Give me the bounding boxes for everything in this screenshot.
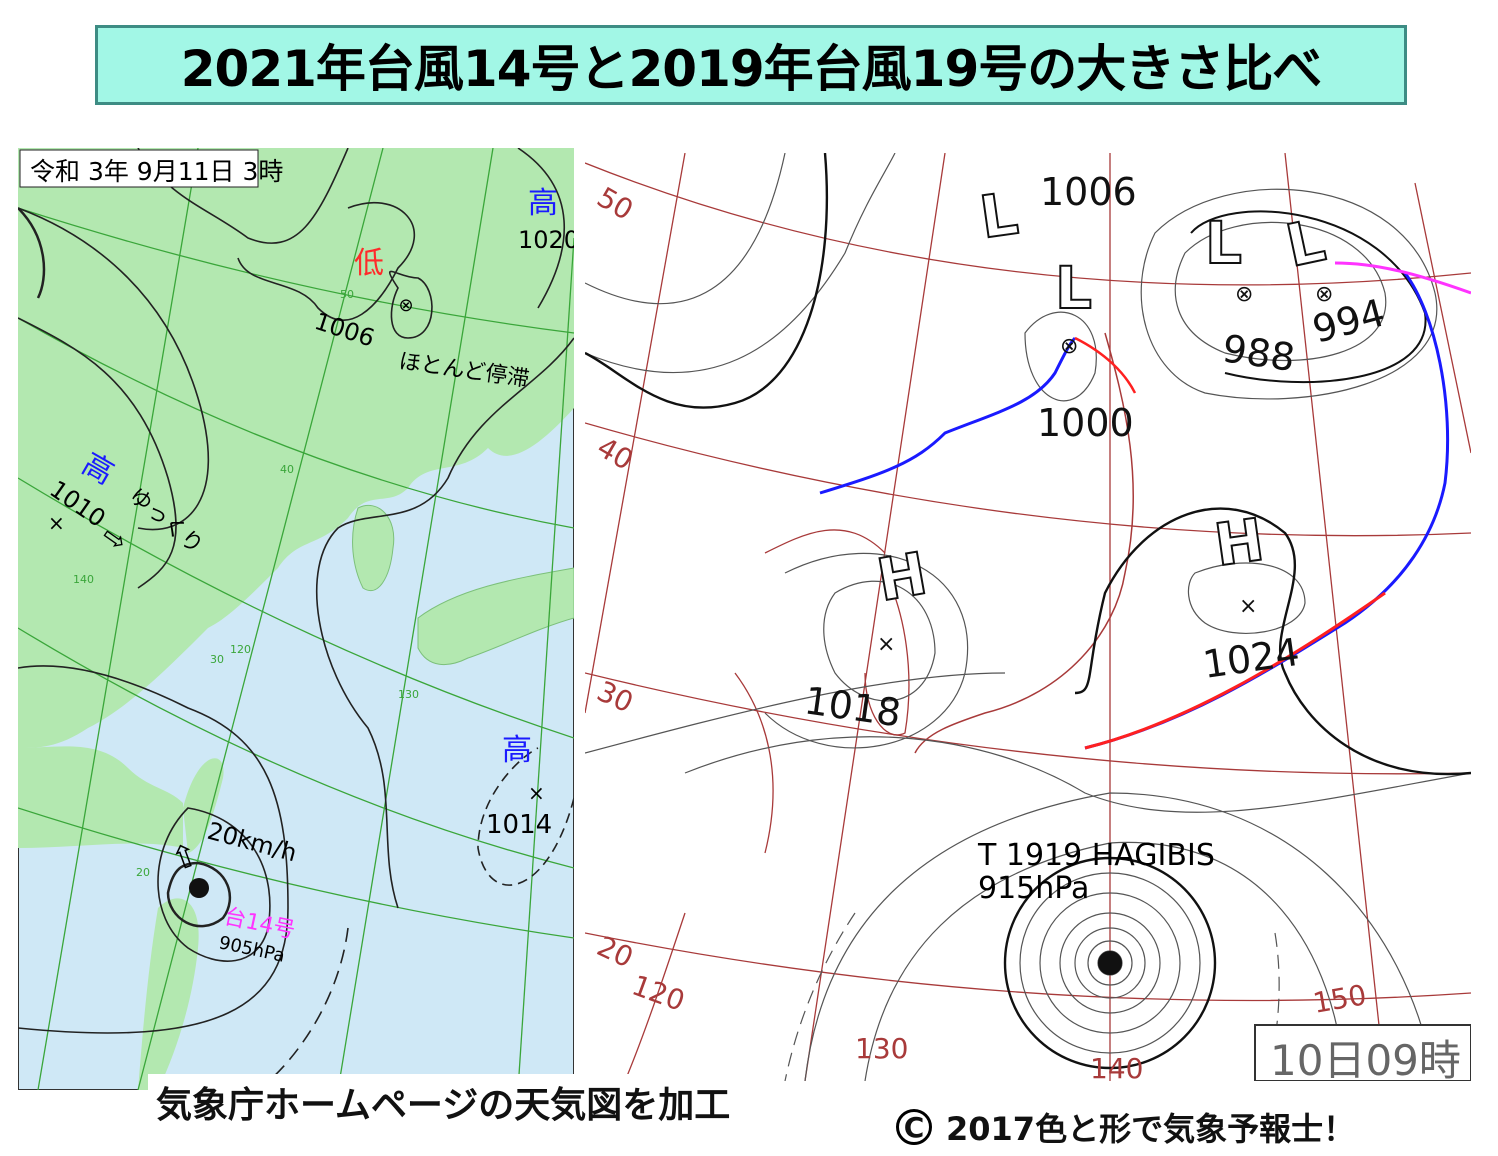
high-e-pressure: 1014 — [486, 810, 552, 840]
typhoon-pressure: 915hPa — [978, 871, 1089, 906]
copyright-icon: C — [896, 1109, 932, 1145]
time-label-box — [1254, 1024, 1471, 1081]
source-caption: 気象庁ホームページの天気図を加工 — [148, 1074, 739, 1130]
typhoon-center-icon — [189, 878, 209, 898]
page-title: 2021年台風14号と2019年台風19号の大きさ比べ — [95, 25, 1407, 105]
grid-labels: 50 40 30 20 120 130 140 — [73, 288, 419, 879]
date-label: 令和 3年 9月11日 3時 — [30, 157, 283, 186]
high-symbol: H — [1210, 505, 1268, 579]
svg-text:⊗: ⊗ — [1060, 334, 1078, 359]
pressure-center-icons: ⊗ ⊗ ⊗ × × — [877, 282, 1333, 657]
low-symbol: L — [1055, 254, 1092, 322]
svg-text:140: 140 — [1090, 1052, 1143, 1081]
low-symbol: 低 — [354, 246, 384, 281]
warm-front — [1074, 336, 1137, 394]
typhoon-center-icon — [1098, 951, 1122, 975]
svg-text:40: 40 — [280, 463, 294, 476]
high-ne-symbol: 高 — [528, 186, 558, 221]
warm-front-south — [1084, 591, 1386, 750]
credit-text: 2017色と形で気象予報士！ — [946, 1110, 1356, 1148]
low-symbol: L — [1280, 206, 1330, 280]
svg-text:×: × — [877, 632, 895, 657]
land-philippines — [138, 898, 199, 1090]
svg-text:×: × — [1239, 594, 1257, 619]
grid-lines — [18, 148, 574, 1090]
low-pressure: 988 — [1220, 326, 1298, 380]
svg-text:130: 130 — [855, 1032, 908, 1065]
svg-text:50: 50 — [340, 288, 354, 301]
land-taiwan — [183, 758, 224, 853]
high-nw-center-icon: × — [48, 511, 65, 535]
weather-map-2021: 令和 3年 9月11日 3時 低 1006 ⊗ ほとんど停滞 高 1020 高 … — [18, 148, 574, 1090]
occluded-front — [1334, 261, 1471, 295]
low-center-icon: ⊗ — [398, 295, 413, 316]
typhoon-name: T 1919 HAGIBIS — [977, 838, 1215, 873]
cold-front — [819, 336, 1077, 495]
coastline-japan — [914, 332, 1135, 754]
coastline-korea — [864, 572, 910, 736]
svg-text:130: 130 — [398, 688, 419, 701]
low-pressure: 1000 — [1037, 401, 1134, 445]
land-korea — [352, 504, 395, 591]
svg-text:140: 140 — [73, 573, 94, 586]
svg-text:⊗: ⊗ — [1235, 282, 1253, 307]
svg-text:120: 120 — [230, 643, 251, 656]
land-japan — [417, 567, 574, 666]
high-e-symbol: 高 — [502, 733, 532, 768]
low-symbol: L — [1205, 209, 1242, 277]
low-pressure: 1006 — [1040, 170, 1137, 214]
date-label-box — [19, 149, 259, 188]
high-ne-pressure: 1020 — [518, 226, 574, 254]
land-asia — [18, 148, 574, 748]
land-china-coast — [18, 746, 183, 848]
coastline-asia — [624, 529, 886, 1081]
svg-text:30: 30 — [210, 653, 224, 666]
high-e-center-icon: × — [528, 781, 545, 805]
svg-text:⊗: ⊗ — [1315, 282, 1333, 307]
weather-map-2019: L L L L H H 1006 1000 988 994 1018 1024 … — [585, 153, 1471, 1081]
time-label: 10日09時 — [1270, 1036, 1461, 1081]
svg-text:20: 20 — [136, 866, 150, 879]
copyright-credit: C 2017色と形で気象予報士！ — [896, 1104, 1355, 1150]
grid-lines — [585, 153, 1471, 1081]
